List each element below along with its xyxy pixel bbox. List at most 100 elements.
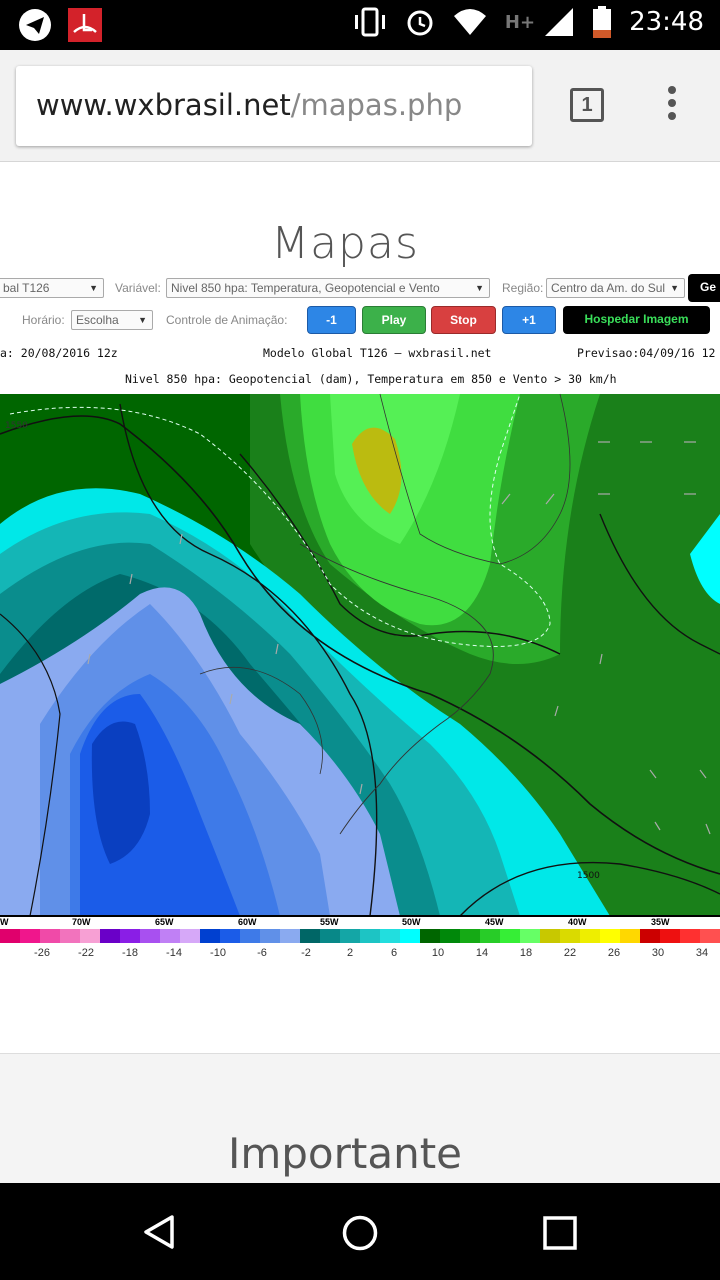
scale-swatch bbox=[540, 929, 560, 943]
longitude-axis: W 70W 65W 60W 55W 50W 45W 40W 35W bbox=[0, 915, 720, 929]
animation-label: Controle de Animação: bbox=[166, 313, 288, 327]
map-model-name: Modelo Global T126 – wxbrasil.net bbox=[263, 346, 492, 360]
important-section: Importante bbox=[0, 1053, 720, 1183]
browser-toolbar: www.wxbrasil.net/mapas.php 1 bbox=[0, 50, 720, 162]
scale-swatch bbox=[380, 929, 400, 943]
scale-label: -14 bbox=[166, 947, 182, 959]
scale-swatch bbox=[20, 929, 40, 943]
variable-select[interactable]: Nivel 850 hpa: Temperatura, Geopotencial… bbox=[166, 278, 490, 298]
scale-label: 22 bbox=[563, 947, 577, 959]
scale-label: 2 bbox=[346, 947, 354, 959]
scale-labels: -26 -22 -18 -14 -10 -6 -2 2 6 10 14 18 22 26 30 34 bbox=[0, 947, 720, 963]
scale-swatch bbox=[160, 929, 180, 943]
scale-swatch bbox=[680, 929, 700, 943]
web-page: Mapas bal T126 ▼ Variável: Nivel 850 hpa:… bbox=[0, 163, 720, 1183]
host-image-button[interactable]: Hospedar Imagem bbox=[563, 306, 710, 334]
url-host: www.wxbrasil.net bbox=[36, 88, 291, 122]
lon-label: W bbox=[0, 917, 9, 927]
map-forecast-date: Previsao:04/09/16 12 bbox=[577, 346, 716, 360]
generate-button[interactable]: Ge bbox=[688, 274, 720, 302]
scale-swatch bbox=[580, 929, 600, 943]
vibrate-icon bbox=[354, 7, 385, 37]
map-subtitle: Nivel 850 hpa: Geopotencial (dam), Tempe… bbox=[125, 372, 617, 386]
region-select[interactable]: Centro da Am. do Sul ▼ bbox=[546, 278, 685, 298]
scale-swatch bbox=[520, 929, 540, 943]
scale-swatch bbox=[0, 929, 20, 943]
scale-swatch bbox=[140, 929, 160, 943]
scale-label: 6 bbox=[390, 947, 398, 959]
home-icon[interactable] bbox=[341, 1214, 379, 1252]
url-path: /mapas.php bbox=[290, 88, 463, 122]
contour-label-1550: 1550 bbox=[5, 421, 28, 431]
scale-swatch bbox=[260, 929, 280, 943]
step-back-button[interactable]: -1 bbox=[307, 306, 356, 334]
scale-swatch bbox=[360, 929, 380, 943]
scale-label: -10 bbox=[210, 947, 226, 959]
step-forward-button[interactable]: +1 bbox=[502, 306, 556, 334]
play-button[interactable]: Play bbox=[362, 306, 426, 334]
tab-switcher-button[interactable]: 1 bbox=[570, 88, 604, 122]
temperature-scale: W 70W 65W 60W 55W 50W 45W 40W 35W -2 6 -22… bbox=[0, 915, 720, 975]
important-heading: Importante bbox=[227, 1129, 463, 1178]
region-label: Região: bbox=[502, 281, 544, 295]
scale-label: 14 bbox=[475, 947, 489, 959]
scale-swatch bbox=[480, 929, 500, 943]
back-icon[interactable] bbox=[140, 1213, 178, 1251]
map-header: a: 20/08/2016 12z Modelo Global T126 – w… bbox=[0, 345, 720, 397]
scale-label: -6 bbox=[257, 947, 267, 959]
network-type: H+ bbox=[504, 11, 536, 33]
lon-label: 40W bbox=[568, 917, 587, 927]
recents-icon[interactable] bbox=[543, 1216, 577, 1250]
alarm-icon bbox=[407, 10, 433, 36]
scale-swatch bbox=[640, 929, 660, 943]
scale-swatch bbox=[300, 929, 320, 943]
time-select-value: Escolha bbox=[76, 313, 119, 327]
contour-label-1500: 1500 bbox=[577, 871, 600, 881]
scale-swatch bbox=[400, 929, 420, 943]
scale-swatch bbox=[180, 929, 200, 943]
lon-label: 45W bbox=[485, 917, 504, 927]
variable-select-value: Nivel 850 hpa: Temperatura, Geopotencial… bbox=[171, 281, 440, 295]
scale-swatch bbox=[620, 929, 640, 943]
scale-swatch bbox=[600, 929, 620, 943]
url-bar[interactable]: www.wxbrasil.net/mapas.php bbox=[16, 66, 532, 146]
scale-label: 34 bbox=[695, 947, 709, 959]
model-select[interactable]: bal T126 ▼ bbox=[0, 278, 104, 298]
stop-button[interactable]: Stop bbox=[431, 306, 496, 334]
map-init-date: a: 20/08/2016 12z bbox=[0, 346, 118, 360]
lon-label: 70W bbox=[72, 917, 91, 927]
scale-label: 30 bbox=[651, 947, 665, 959]
telegram-icon bbox=[19, 9, 51, 41]
scale-swatch bbox=[700, 929, 720, 943]
time-select[interactable]: Escolha ▼ bbox=[71, 310, 153, 330]
lon-label: 60W bbox=[238, 917, 257, 927]
scale-swatch bbox=[40, 929, 60, 943]
scale-swatch bbox=[660, 929, 680, 943]
weather-map[interactable]: 1550 1500 bbox=[0, 393, 720, 917]
signal-icon bbox=[545, 8, 574, 36]
overflow-menu-icon[interactable] bbox=[664, 86, 680, 126]
scale-swatch bbox=[220, 929, 240, 943]
scale-label: 26 bbox=[607, 947, 621, 959]
app-notification-icon bbox=[68, 8, 102, 42]
scale-swatch bbox=[80, 929, 100, 943]
battery-icon bbox=[593, 6, 612, 38]
scale-swatch bbox=[120, 929, 140, 943]
scale-label: 18 bbox=[519, 947, 533, 959]
scale-swatch bbox=[200, 929, 220, 943]
scale-label: -18 bbox=[122, 947, 138, 959]
scale-swatch bbox=[560, 929, 580, 943]
scale-label: -2 bbox=[301, 947, 311, 959]
scale-swatch bbox=[500, 929, 520, 943]
model-select-value: bal T126 bbox=[3, 281, 50, 295]
scale-swatch bbox=[60, 929, 80, 943]
scale-swatch bbox=[100, 929, 120, 943]
lon-label: 35W bbox=[651, 917, 670, 927]
lon-label: 65W bbox=[155, 917, 174, 927]
scale-label: 10 bbox=[431, 947, 445, 959]
scale-label: -22 bbox=[78, 947, 94, 959]
scale-swatch bbox=[280, 929, 300, 943]
scale-swatch bbox=[340, 929, 360, 943]
scale-swatch bbox=[440, 929, 460, 943]
